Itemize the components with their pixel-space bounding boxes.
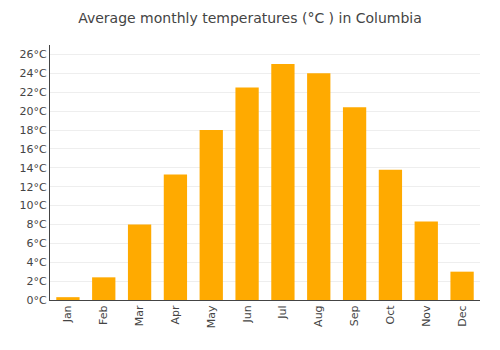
svg-text:14°C: 14°C (20, 162, 47, 175)
svg-text:Jun: Jun (241, 305, 254, 323)
svg-text:Average monthly temperatures (: Average monthly temperatures (°C ) in Co… (78, 10, 422, 26)
svg-text:May: May (205, 305, 218, 328)
svg-text:10°C: 10°C (20, 199, 47, 212)
svg-text:Mar: Mar (133, 305, 146, 326)
svg-text:0°C: 0°C (27, 294, 47, 307)
svg-text:Nov: Nov (420, 305, 433, 327)
svg-text:Oct: Oct (384, 305, 397, 325)
svg-text:8°C: 8°C (27, 218, 47, 231)
svg-text:Jan: Jan (61, 305, 74, 323)
svg-text:Jul: Jul (276, 305, 289, 319)
svg-text:Apr: Apr (169, 305, 182, 325)
svg-text:4°C: 4°C (27, 256, 47, 269)
svg-text:16°C: 16°C (20, 143, 47, 156)
svg-text:Feb: Feb (97, 305, 110, 324)
svg-text:18°C: 18°C (20, 124, 47, 137)
svg-text:12°C: 12°C (20, 181, 47, 194)
svg-text:20°C: 20°C (20, 105, 47, 118)
svg-text:26°C: 26°C (20, 48, 47, 61)
svg-text:6°C: 6°C (27, 237, 47, 250)
svg-text:2°C: 2°C (27, 275, 47, 288)
svg-text:24°C: 24°C (20, 67, 47, 80)
svg-text:Dec: Dec (456, 305, 469, 326)
svg-text:Sep: Sep (348, 305, 361, 326)
svg-text:Aug: Aug (312, 305, 325, 326)
svg-text:22°C: 22°C (20, 86, 47, 99)
